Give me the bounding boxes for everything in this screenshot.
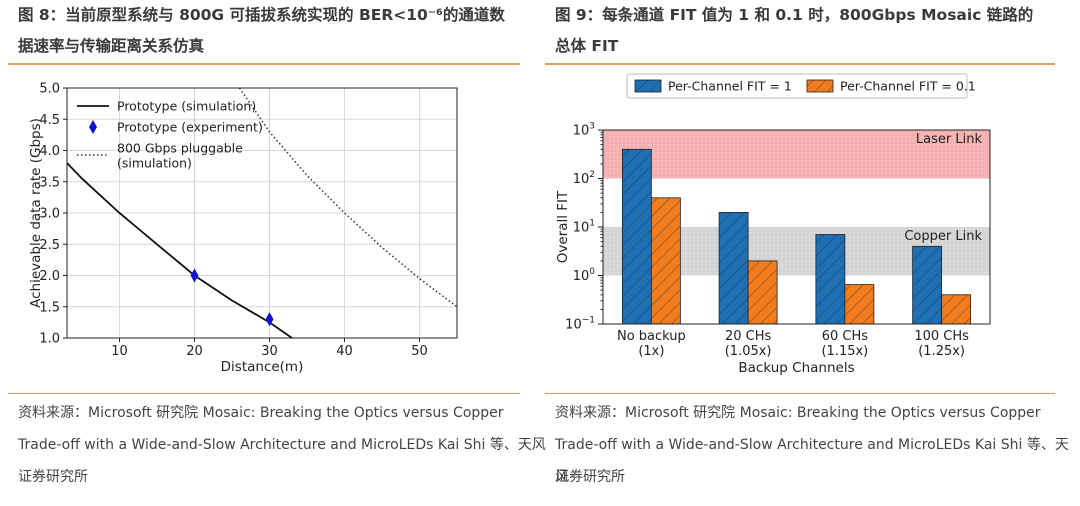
y-axis-label: Achievable data rate (Gbps) bbox=[28, 118, 44, 308]
bar bbox=[844, 284, 875, 325]
left-title-rule bbox=[8, 63, 520, 65]
legend-label-experiment: Prototype (experiment) bbox=[117, 120, 263, 135]
x-tick-label: (1.05x) bbox=[725, 344, 772, 359]
x-tick-label: (1.25x) bbox=[918, 344, 965, 359]
x-tick-label: 50 bbox=[411, 344, 428, 359]
legend-swatch bbox=[634, 79, 662, 93]
right-source-rule bbox=[545, 393, 1055, 394]
experiment-marker bbox=[190, 268, 199, 283]
x-tick-label: 30 bbox=[261, 344, 278, 359]
right-figure-title-line1: 图 9：每条通道 FIT 值为 1 和 0.1 时，800Gbps Mosaic… bbox=[555, 6, 1034, 24]
left-source-line1: 资料来源：Microsoft 研究院 Mosaic: Breaking the … bbox=[18, 405, 504, 421]
band-texture bbox=[603, 130, 990, 179]
y-tick-label: 1.5 bbox=[39, 300, 60, 315]
legend-label: Per-Channel FIT = 0.1 bbox=[840, 79, 976, 94]
right-source-line2: Trade-off with a Wide-and-Slow Architect… bbox=[555, 437, 1069, 485]
legend-label: Per-Channel FIT = 1 bbox=[668, 79, 792, 94]
right-source-line1: 资料来源：Microsoft 研究院 Mosaic: Breaking the … bbox=[555, 405, 1041, 421]
x-axis-label: Backup Channels bbox=[738, 360, 854, 376]
x-tick-label: 100 CHs bbox=[914, 329, 969, 344]
bar bbox=[815, 234, 846, 325]
series-line-pluggable bbox=[238, 87, 458, 308]
left-source-rule bbox=[8, 393, 520, 394]
left-source-line3: 证券研究所 bbox=[18, 469, 88, 485]
y-tick-label: 5.0 bbox=[39, 82, 60, 97]
left-source-line2: Trade-off with a Wide-and-Slow Architect… bbox=[18, 437, 546, 453]
x-tick-label: No backup bbox=[617, 329, 686, 344]
band-label: Laser Link bbox=[916, 132, 983, 147]
right-source-line3: 证券研究所 bbox=[555, 469, 625, 485]
y-tick-label: 10−1 bbox=[565, 316, 595, 333]
y-tick-label: 101 bbox=[573, 219, 595, 236]
y-tick-label: 4.0 bbox=[39, 144, 60, 159]
y-tick-label: 2.0 bbox=[39, 269, 60, 284]
right-title-rule bbox=[545, 63, 1055, 65]
y-tick-label: 4.5 bbox=[39, 113, 60, 128]
bar bbox=[718, 212, 749, 325]
bar bbox=[747, 260, 778, 325]
legend-label-pluggable: 800 Gbps pluggable bbox=[117, 141, 243, 156]
y-tick-label: 2.5 bbox=[39, 238, 60, 253]
bar bbox=[941, 294, 972, 325]
band-label: Copper Link bbox=[904, 229, 982, 244]
x-tick-label: 20 CHs bbox=[725, 329, 772, 344]
bar bbox=[912, 245, 943, 325]
right-figure-title-line2: 总体 FIT bbox=[555, 37, 619, 55]
y-tick-label: 102 bbox=[573, 170, 595, 187]
legend-label-simulation: Prototype (simulation) bbox=[117, 99, 256, 114]
y-tick-label: 103 bbox=[573, 122, 595, 139]
x-tick-label: (1.15x) bbox=[821, 344, 868, 359]
legend-swatch bbox=[806, 79, 834, 93]
series-line-simulation bbox=[66, 162, 293, 339]
y-tick-label: 1.0 bbox=[39, 332, 60, 347]
y-tick-label: 100 bbox=[573, 267, 596, 284]
y-tick-label: 3.0 bbox=[39, 207, 60, 222]
distance-rate-chart: 10 20 30 40 50 1.0 1.5 2.0 2.5 3.0 3.5 4.0 4.5 5.0 Dis… bbox=[28, 82, 458, 375]
experiment-marker bbox=[265, 312, 274, 327]
bar bbox=[650, 197, 681, 325]
x-tick-label: 40 bbox=[336, 344, 353, 359]
left-figure-title-line1: 图 8：当前原型系统与 800G 可插拔系统实现的 BER<10⁻⁶的通道数 bbox=[18, 6, 505, 24]
y-tick-label: 3.5 bbox=[39, 175, 60, 190]
legend-box bbox=[626, 73, 968, 99]
x-axis-label: Distance(m) bbox=[221, 359, 304, 375]
x-tick-label: 10 bbox=[111, 344, 128, 359]
bar bbox=[621, 148, 652, 325]
legend-swatch-experiment bbox=[89, 120, 97, 134]
x-tick-label: (1x) bbox=[638, 344, 664, 359]
overall-fit-chart: Laser Link Copper Link No backup(1x) 20 CHs… bbox=[555, 73, 991, 376]
legend-label-pluggable: (simulation) bbox=[117, 156, 192, 171]
x-tick-label: 60 CHs bbox=[822, 329, 869, 344]
y-axis-label: Overall FIT bbox=[555, 190, 571, 263]
left-figure-title-line2: 据速率与传输距离关系仿真 bbox=[18, 37, 205, 55]
x-tick-label: 20 bbox=[186, 344, 203, 359]
